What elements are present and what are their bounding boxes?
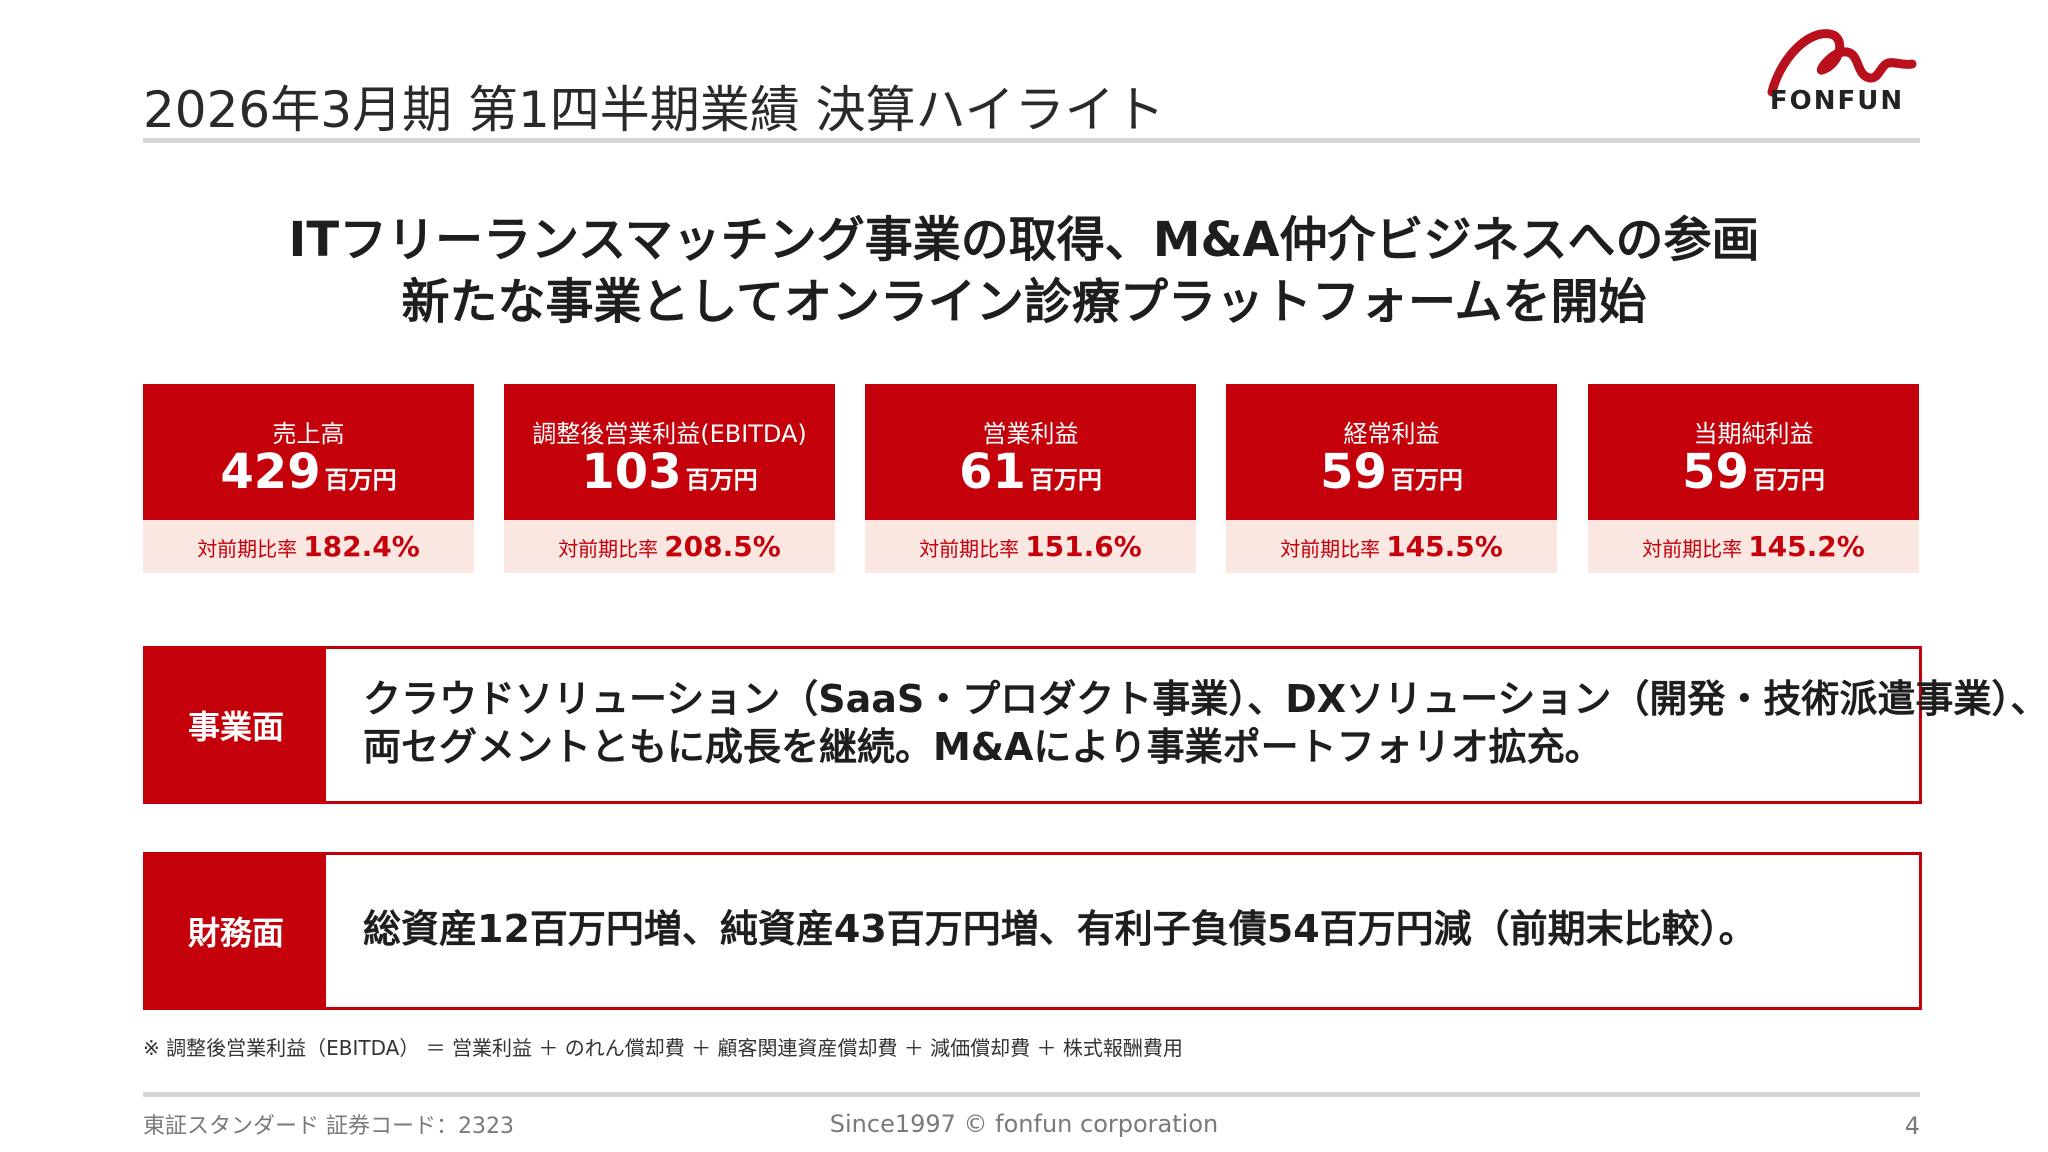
- kpi-label: 営業利益: [982, 420, 1079, 448]
- kpi-value: 103: [581, 444, 682, 500]
- kpi-card-ebitda: 調整後営業利益(EBITDA) 103 百万円 対前期比率 208.5%: [504, 384, 835, 573]
- kpi-unit: 百万円: [324, 466, 397, 494]
- fonfun-logo: [1767, 29, 1917, 97]
- kpi-value: 61: [959, 444, 1026, 500]
- kpi-unit: 百万円: [685, 466, 758, 494]
- page-number: 4: [1904, 1112, 1920, 1140]
- kpi-unit: 百万円: [1029, 466, 1102, 494]
- header-divider: [143, 138, 1920, 143]
- kpi-yoy-value: 145.2%: [1748, 530, 1865, 563]
- kpi-value: 59: [1320, 444, 1387, 500]
- footer-stock-code: 東証スタンダード 証券コード：2323: [143, 1114, 514, 1139]
- kpi-unit: 百万円: [1390, 466, 1463, 494]
- business-text-line-2: 両セグメントともに成長を継続。M&Aにより事業ポートフォリオ拡充。: [363, 725, 1603, 769]
- logo-wordmark: FONFUN: [1769, 86, 1905, 116]
- headline-line-1: ITフリーランスマッチング事業の取得、M&A仲介ビジネスへの参画: [288, 212, 1760, 268]
- kpi-label: 当期純利益: [1693, 420, 1814, 448]
- business-label: 事業面: [146, 649, 326, 801]
- headline-line-2: 新たな事業としてオンライン診療プラットフォームを開始: [401, 274, 1647, 330]
- kpi-yoy-value: 182.4%: [303, 530, 420, 563]
- kpi-label: 調整後営業利益(EBITDA): [532, 420, 807, 448]
- finance-text: 総資産12百万円増、純資産43百万円増、有利子負債54百万円減（前期末比較）。: [363, 907, 1757, 951]
- kpi-unit: 百万円: [1752, 466, 1825, 494]
- kpi-yoy-label: 対前期比率: [197, 537, 298, 561]
- kpi-card-sales: 売上高 429 百万円 対前期比率 182.4%: [143, 384, 474, 573]
- kpi-yoy-label: 対前期比率: [1280, 537, 1381, 561]
- kpi-value: 59: [1682, 444, 1749, 500]
- kpi-yoy-label: 対前期比率: [558, 537, 659, 561]
- footer-divider: [143, 1092, 1920, 1097]
- business-text-line-1: クラウドソリューション（SaaS・プロダクト事業）、DXソリューション（開発・技…: [363, 677, 2048, 721]
- kpi-label: 経常利益: [1343, 420, 1440, 448]
- footnote: ※ 調整後営業利益（EBITDA） ＝ 営業利益 ＋ のれん償却費 ＋ 顧客関連…: [143, 1036, 1183, 1060]
- kpi-yoy-label: 対前期比率: [919, 537, 1020, 561]
- kpi-value: 429: [220, 444, 321, 500]
- kpi-card-operating-profit: 営業利益 61 百万円 対前期比率 151.6%: [865, 384, 1196, 573]
- kpi-yoy-value: 208.5%: [664, 530, 781, 563]
- kpi-card-net-income: 当期純利益 59 百万円 対前期比率 145.2%: [1588, 384, 1919, 573]
- kpi-yoy-value: 145.5%: [1386, 530, 1503, 563]
- kpi-yoy-label: 対前期比率: [1642, 537, 1743, 561]
- kpi-card-ordinary-profit: 経常利益 59 百万円 対前期比率 145.5%: [1226, 384, 1557, 573]
- kpi-yoy-value: 151.6%: [1025, 530, 1142, 563]
- kpi-label: 売上高: [272, 420, 345, 448]
- footer-copyright: Since1997 © fonfun corporation: [829, 1110, 1219, 1138]
- finance-label: 財務面: [146, 855, 326, 1007]
- finance-summary-box: 財務面 総資産12百万円増、純資産43百万円増、有利子負債54百万円減（前期末比…: [143, 852, 1922, 1010]
- page-title: 2026年3月期 第1四半期業績 決算ハイライト: [143, 81, 1165, 139]
- business-summary-box: 事業面 クラウドソリューション（SaaS・プロダクト事業）、DXソリューション（…: [143, 646, 2048, 804]
